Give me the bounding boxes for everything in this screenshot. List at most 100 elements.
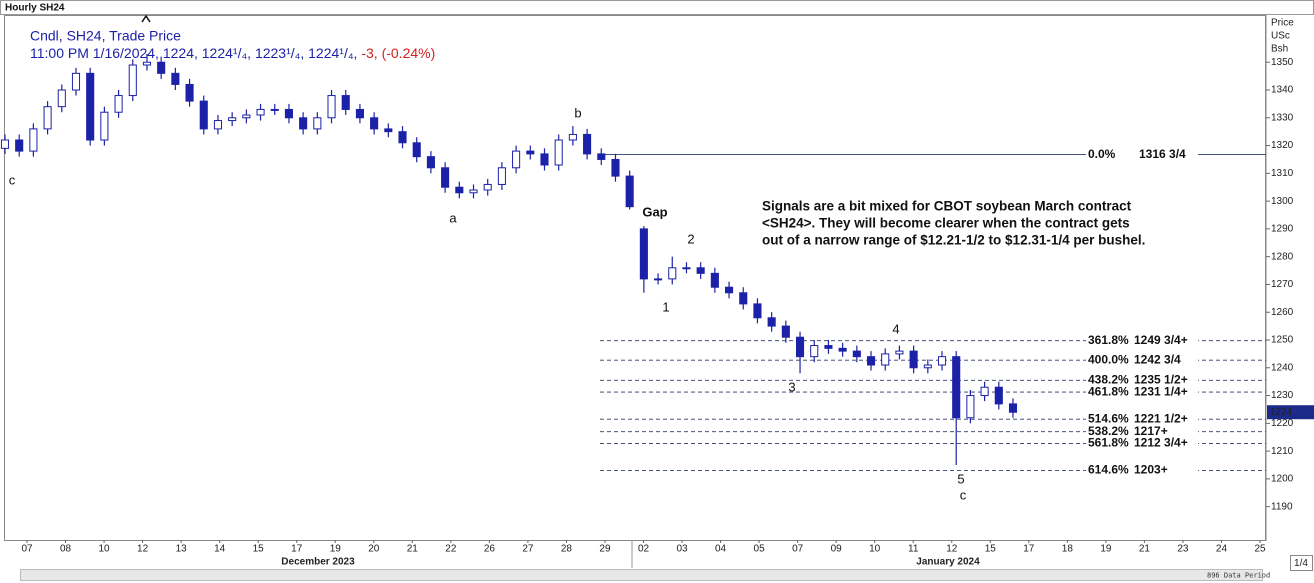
fib-percent: 400.0% — [1088, 352, 1129, 366]
x-tick-label: 26 — [484, 544, 496, 555]
x-tick-label: 13 — [176, 544, 188, 555]
x-tick-label: 12 — [946, 544, 958, 555]
x-tick-label: 19 — [330, 544, 342, 555]
y-axis-label: Price — [1271, 18, 1294, 29]
price-axis — [1266, 15, 1314, 541]
candle-body — [611, 158, 620, 177]
y-tick-label: 1300 — [1271, 196, 1294, 207]
x-tick-label: 07 — [21, 544, 33, 555]
y-tick-label: 1270 — [1271, 279, 1294, 290]
y-tick-label: 1350 — [1271, 57, 1294, 68]
x-tick-label: 08 — [60, 544, 72, 555]
candle-body — [284, 108, 293, 119]
y-tick-label: 1320 — [1271, 140, 1294, 151]
candle-body — [654, 278, 663, 281]
candle-body — [639, 228, 648, 280]
x-tick-label: 11 — [908, 544, 919, 555]
note-line: <SH24>. They will become clearer when th… — [762, 216, 1130, 231]
last-price-label: 1224 — [1270, 407, 1293, 418]
candle-body — [0, 139, 10, 149]
title-bar — [0, 0, 1314, 15]
fib-percent: 361.8% — [1088, 333, 1129, 347]
legend-line: Cndl, SH24, Trade Price — [30, 28, 181, 44]
candle-body — [469, 189, 478, 194]
quote-values: 11:00 PM 1/16/2024, 1224, 1224¹/₄, 1223¹… — [30, 45, 357, 61]
candle-body — [866, 356, 876, 366]
candle-body — [810, 345, 819, 358]
candle-body — [299, 117, 308, 130]
x-tick-label: 29 — [599, 544, 611, 555]
x-tick-label: 14 — [214, 544, 226, 555]
candle-body — [100, 111, 109, 141]
fib-label-bg — [1086, 373, 1198, 388]
x-tick-label: 24 — [1216, 544, 1228, 555]
candle-body — [725, 286, 734, 294]
scrollbar[interactable] — [20, 569, 1263, 581]
y-tick-label: 1330 — [1271, 112, 1294, 123]
candle-body — [15, 139, 24, 152]
candle-body — [43, 106, 52, 130]
wave-label: c — [9, 172, 16, 187]
fib-price: 1217+ — [1134, 424, 1168, 438]
last-price-tag — [1267, 405, 1314, 420]
candle-body — [767, 317, 776, 327]
candle-body — [881, 353, 890, 366]
fib-price: 1242 3/4 — [1134, 352, 1181, 366]
candle-body — [142, 61, 152, 66]
candle-body — [185, 83, 194, 102]
y-tick-label: 1200 — [1271, 474, 1294, 485]
candle-body — [497, 167, 506, 185]
candle-body — [540, 153, 549, 166]
candle-body — [242, 114, 251, 119]
y-tick-label: 1220 — [1271, 418, 1294, 429]
scale-box[interactable] — [1290, 555, 1313, 571]
quote-line: 11:00 PM 1/16/2024, 1224, 1224¹/₄, 1223¹… — [30, 45, 435, 61]
chart-title: Hourly SH24 — [5, 3, 65, 14]
y-tick-label: 1280 — [1271, 251, 1294, 262]
candle-body — [455, 186, 464, 194]
candle-body — [256, 108, 265, 116]
wave-label: Gap — [642, 204, 667, 219]
fib-label-bg — [1086, 353, 1198, 368]
candle-body — [313, 117, 322, 130]
fib-price: 1231 1/4+ — [1134, 384, 1188, 398]
candle-body — [1008, 403, 1018, 413]
x-tick-label: 07 — [792, 544, 804, 555]
candle-body — [355, 108, 364, 119]
y-tick-label: 1230 — [1271, 390, 1294, 401]
candle-body — [909, 350, 918, 369]
candle-body — [937, 356, 947, 366]
x-tick-label: 19 — [1100, 544, 1112, 555]
footer-label: 896 Data Period — [1207, 572, 1270, 580]
y-tick-label: 1260 — [1271, 307, 1294, 318]
x-tick-label: 03 — [676, 544, 688, 555]
wave-label: 3 — [788, 379, 795, 394]
candle-body — [824, 345, 833, 349]
candle-body — [71, 72, 81, 91]
x-tick-label: 17 — [1023, 544, 1035, 555]
candle-body — [668, 267, 677, 280]
fib-label-bg — [1086, 412, 1198, 427]
y-tick-label: 1250 — [1271, 335, 1294, 346]
x-tick-label: 02 — [638, 544, 650, 555]
y-axis-label: Bsh — [1271, 44, 1288, 55]
candle-body — [895, 350, 904, 355]
wave-label: a — [449, 210, 457, 225]
quote-change: -3, (-0.24%) — [361, 45, 435, 61]
candle-body — [370, 117, 379, 130]
candle-body — [341, 95, 350, 110]
candle-body — [583, 133, 592, 155]
y-axis-label: USc — [1271, 31, 1290, 42]
y-tick-label: 1340 — [1271, 85, 1294, 96]
fib-price: 1221 1/2+ — [1134, 411, 1188, 425]
fib-price: 1203+ — [1134, 463, 1168, 477]
high-marker — [141, 14, 151, 23]
candle-body — [852, 350, 861, 358]
candle-body — [29, 128, 38, 152]
candle-body — [838, 347, 847, 352]
fib-percent: 438.2% — [1088, 372, 1129, 386]
x-tick-label: 25 — [1254, 544, 1266, 555]
x-tick-label: 04 — [715, 544, 727, 555]
x-tick-label: 28 — [561, 544, 573, 555]
